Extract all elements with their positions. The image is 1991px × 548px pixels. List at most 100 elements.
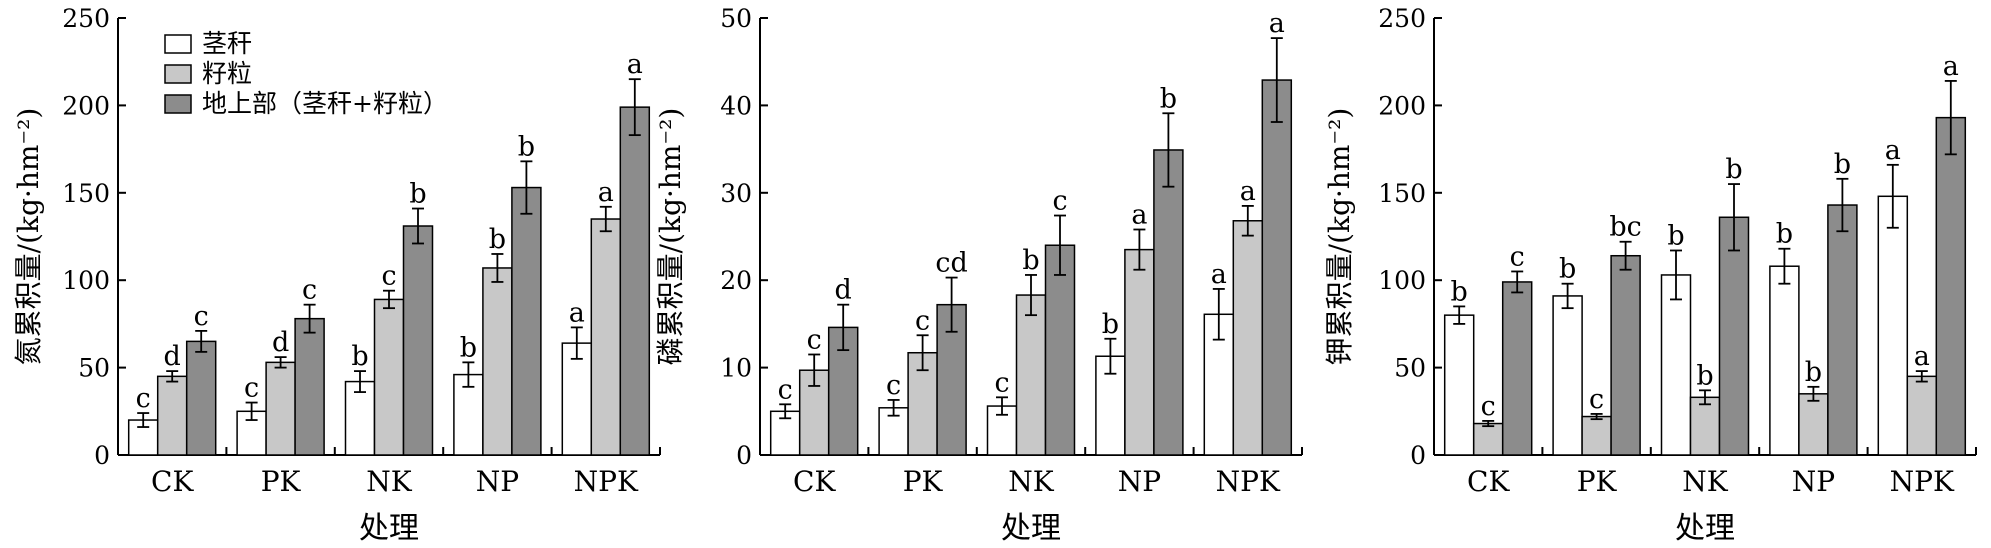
- legend-label: 籽粒: [202, 59, 252, 88]
- bar: [511, 186, 542, 456]
- error-bar: [354, 370, 366, 393]
- bar: [1443, 314, 1475, 456]
- error-bar: [1590, 413, 1603, 421]
- x-tick-label: CK: [151, 465, 194, 498]
- significance-label: cd: [935, 248, 967, 279]
- y-tick-label: 150: [62, 179, 110, 208]
- bar: [561, 342, 593, 456]
- bar: [185, 340, 217, 456]
- significance-label: c: [1052, 186, 1067, 217]
- significance-label: b: [1776, 219, 1793, 250]
- significance-label: c: [778, 374, 793, 405]
- error-bar: [837, 303, 850, 352]
- x-tick-label: PK: [1577, 465, 1618, 498]
- chart-panel-3: 050100150200250钾累积量/(kg·hm⁻²)CKbccPKbcbc…: [1323, 4, 1977, 546]
- error-bar: [520, 160, 533, 215]
- error-bar: [1699, 389, 1711, 406]
- error-bar: [808, 353, 821, 387]
- error-bar: [274, 356, 287, 369]
- x-tick-label: NK: [1008, 465, 1055, 498]
- chart-panel-1: 050100150200250氮累积量/(kg·hm⁻²)CKcdcPKcdcN…: [12, 4, 661, 546]
- significance-label: c: [915, 305, 930, 336]
- x-axis-title: 处理: [1675, 511, 1735, 546]
- error-bar: [195, 329, 208, 353]
- x-tick-label: NPK: [1216, 465, 1281, 498]
- y-tick-label: 0: [94, 441, 110, 470]
- error-bar: [383, 289, 395, 310]
- y-axis-title: 钾累积量/(kg·hm⁻²): [1323, 108, 1356, 366]
- y-tick-label: 100: [1378, 266, 1426, 295]
- y-tick-label: 50: [1394, 354, 1426, 383]
- bar: [1472, 422, 1504, 456]
- error-bar: [1670, 249, 1682, 301]
- y-tick-label: 200: [62, 91, 110, 120]
- bar: [156, 375, 188, 456]
- chart-panel-2: 01020304050磷累积量/(kg·hm⁻²)CKccdPKcccdNKcb…: [654, 4, 1303, 546]
- error-bar: [1511, 270, 1524, 294]
- y-tick-label: 50: [720, 4, 752, 33]
- error-bar: [1561, 282, 1574, 310]
- significance-label: b: [351, 341, 368, 372]
- bar: [1769, 265, 1800, 456]
- x-tick-label: CK: [1467, 465, 1510, 498]
- error-bar: [1944, 80, 1957, 156]
- bar: [1044, 244, 1076, 456]
- significance-label: d: [272, 327, 289, 358]
- y-tick-label: 250: [62, 4, 110, 33]
- bar: [619, 106, 651, 456]
- chart-panels: 050100150200250氮累积量/(kg·hm⁻²)CKcdcPKcdcN…: [12, 4, 1977, 546]
- error-bar: [462, 361, 475, 388]
- y-tick-label: 200: [1378, 91, 1426, 120]
- bar: [1153, 149, 1184, 456]
- bar: [482, 267, 513, 456]
- error-bar: [1104, 337, 1117, 375]
- significance-label: b: [1451, 276, 1468, 307]
- bar: [1935, 116, 1967, 456]
- bar: [1610, 254, 1641, 456]
- bar: [590, 218, 622, 456]
- significance-label: b: [1725, 154, 1742, 185]
- significance-label: b: [460, 332, 477, 363]
- significance-label: c: [1589, 384, 1604, 415]
- error-bar: [1728, 183, 1740, 252]
- bar: [1552, 295, 1583, 456]
- significance-label: a: [1914, 341, 1930, 372]
- significance-label: b: [1022, 245, 1039, 276]
- y-tick-label: 50: [78, 354, 110, 383]
- x-tick-label: NK: [366, 465, 413, 498]
- significance-label: b: [1696, 360, 1713, 391]
- significance-label: b: [1667, 220, 1684, 251]
- legend-swatch: [164, 94, 192, 114]
- x-tick-label: PK: [903, 465, 944, 498]
- bar: [1906, 375, 1938, 456]
- significance-label: a: [569, 297, 585, 328]
- legend-label: 茎秆: [202, 29, 252, 58]
- error-bar: [1836, 177, 1849, 233]
- significance-label: c: [1481, 391, 1496, 422]
- y-tick-label: 100: [62, 266, 110, 295]
- legend-item: 地上部（茎秆+籽粒）: [164, 89, 448, 118]
- bar: [402, 225, 434, 456]
- error-bar: [245, 401, 258, 421]
- x-tick-label: NP: [476, 465, 519, 498]
- y-axis-title: 磷累积量/(kg·hm⁻²): [654, 108, 687, 366]
- significance-label: a: [627, 49, 643, 80]
- x-tick-label: NPK: [1890, 465, 1955, 498]
- legend-swatch: [164, 34, 192, 54]
- error-bar: [303, 303, 316, 334]
- legend-item: 籽粒: [164, 59, 252, 88]
- significance-label: c: [381, 261, 396, 292]
- error-bar: [1915, 370, 1928, 383]
- error-bar: [945, 276, 958, 333]
- bar: [1877, 195, 1909, 456]
- significance-label: c: [886, 370, 901, 401]
- error-bar: [1025, 274, 1037, 317]
- significance-label: c: [302, 275, 317, 306]
- significance-label: b: [518, 131, 535, 162]
- y-tick-label: 30: [720, 179, 752, 208]
- error-bar: [412, 207, 424, 245]
- y-tick-label: 10: [720, 354, 752, 383]
- error-bar: [1270, 37, 1283, 123]
- legend-swatch: [164, 64, 192, 84]
- y-tick-label: 150: [1378, 179, 1426, 208]
